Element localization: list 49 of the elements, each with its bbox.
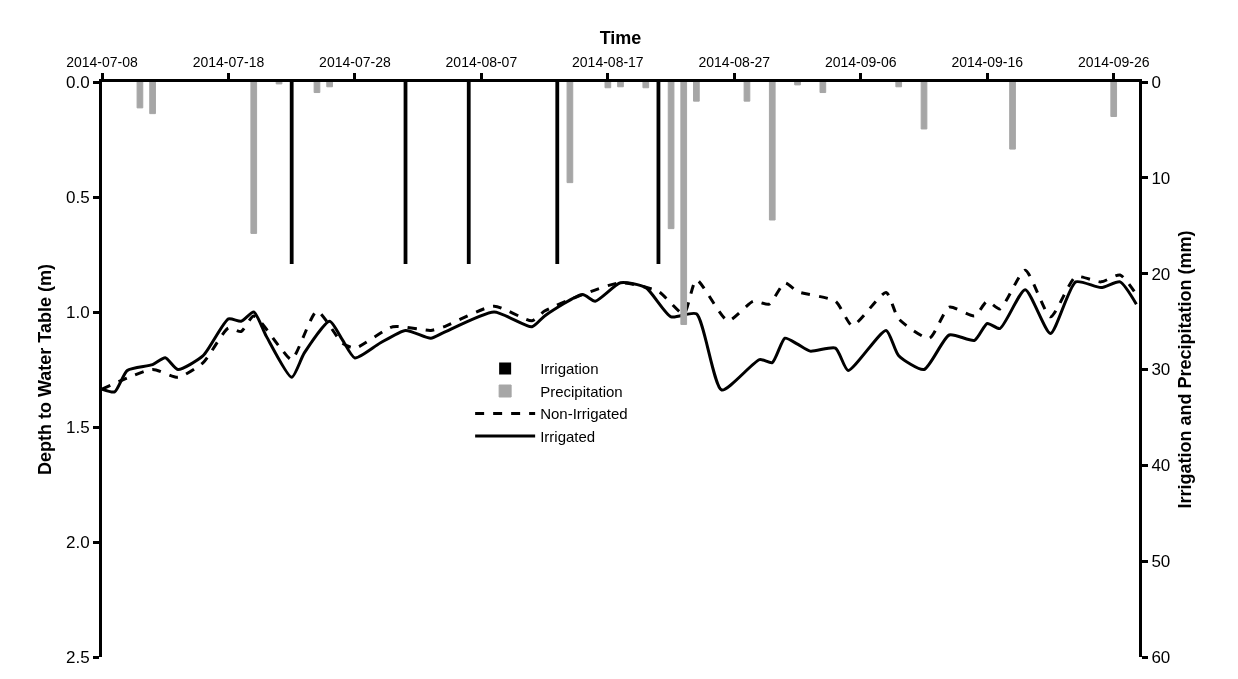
bar <box>566 82 574 184</box>
legend-label: Non-Irrigated <box>540 405 628 423</box>
x-tick-label: 2014-09-06 <box>824 54 897 71</box>
bar <box>895 82 903 88</box>
bar <box>693 82 700 102</box>
bar <box>250 82 258 234</box>
y2-tick-label: 20 <box>1151 264 1171 284</box>
x-tick-label: 2014-08-07 <box>445 54 518 71</box>
y2-tick-label: 50 <box>1151 552 1171 572</box>
x-tick-label: 2014-07-18 <box>192 54 265 71</box>
y-tick-label: 0.5 <box>65 187 90 207</box>
bar <box>136 82 144 109</box>
bar <box>680 82 688 325</box>
legend-label: Irrigation <box>540 360 599 378</box>
x-tick-label: 2014-07-28 <box>319 54 391 71</box>
bar <box>819 82 827 94</box>
bar <box>768 82 776 221</box>
bar <box>642 82 650 89</box>
x-tick-label: 2014-09-26 <box>1077 54 1150 71</box>
legend-label: Irrigated <box>540 427 596 445</box>
bar <box>667 82 675 230</box>
y2-tick-label: 0 <box>1151 72 1161 92</box>
bar <box>617 82 624 88</box>
bar <box>604 82 612 89</box>
y-axis-title: Depth to Water Table (m) <box>35 264 56 475</box>
legend-label: Precipitation <box>540 382 623 400</box>
y-tick-label: 2.0 <box>65 532 90 552</box>
bar <box>1110 82 1118 117</box>
bar <box>920 82 928 130</box>
x-axis-title: Time <box>599 27 642 48</box>
y2-tick-label: 10 <box>1151 168 1171 188</box>
y-tick-label: 0.0 <box>65 72 90 92</box>
bar <box>149 82 156 115</box>
x-tick-label: 2014-08-27 <box>698 54 771 71</box>
y2-tick-label: 40 <box>1151 456 1171 476</box>
y-tick-label: 2.5 <box>65 647 90 667</box>
y-tick-label: 1.0 <box>65 302 90 322</box>
y-tick-label: 1.5 <box>65 417 90 437</box>
x-tick-label: 2014-09-16 <box>951 54 1024 71</box>
x-tick-label: 2014-08-17 <box>572 54 644 71</box>
x-tick-label: 2014-07-08 <box>66 54 139 71</box>
bar <box>1009 82 1016 150</box>
bar <box>313 82 321 94</box>
bar <box>794 82 801 86</box>
y2-axis-title: Irrigation and Precipitation (mm) <box>1175 230 1196 509</box>
y2-tick-label: 60 <box>1151 647 1171 667</box>
y2-tick-label: 30 <box>1151 360 1171 380</box>
bar <box>326 82 333 88</box>
bar <box>743 82 751 102</box>
